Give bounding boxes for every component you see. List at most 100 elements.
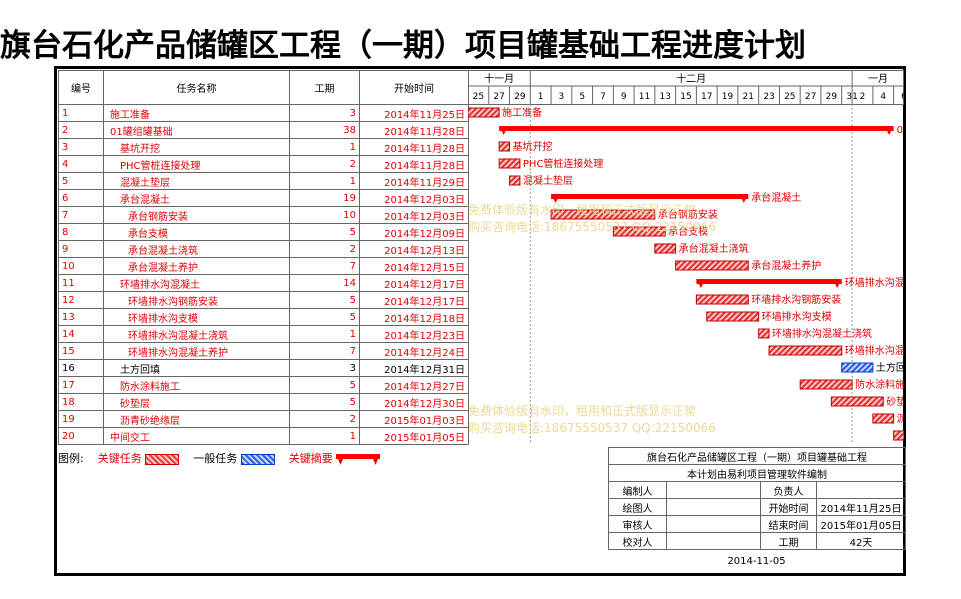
row-name: 环墙排水沟钢筋安装 xyxy=(103,291,290,309)
row-start: 2014年12月13日 xyxy=(359,240,469,258)
table-row[interactable]: 5 混凝土垫层 1 2014年11月29日 xyxy=(58,172,469,190)
watermark-2: 免费体验版有水印，租用和正式版显示正常 购买咨询电话:18675550537 Q… xyxy=(468,402,716,436)
row-id: 2 xyxy=(58,121,104,139)
task-table: 编号 任务名称 工期 开始时间 1 施工准备 3 2014年11月25日 2 01罐组罐基… xyxy=(58,70,469,445)
day-label: 7 xyxy=(600,92,606,102)
watermark-1-line1: 免费体验版有水印，租用和正式版显示正常 xyxy=(468,203,697,217)
day-label: 23 xyxy=(763,92,774,102)
task-bar-label: 基坑开挖 xyxy=(513,140,553,153)
critical-task-bar xyxy=(768,345,843,356)
critical-task-bar xyxy=(675,260,749,271)
critical-task-bar xyxy=(706,311,760,322)
row-duration: 3 xyxy=(289,104,360,122)
task-bar-label: 环墙排水沟钢筋安装 xyxy=(751,293,841,306)
table-row[interactable]: 14 环墙排水沟混凝土浇筑 1 2014年12月23日 xyxy=(58,325,469,343)
critical-task-bar xyxy=(498,158,521,169)
normal-task-bar xyxy=(841,362,874,373)
task-bar-label: 环墙排水沟混凝土养护 xyxy=(845,344,904,357)
info-checker-label: 校对人 xyxy=(608,532,667,550)
critical-task-bar xyxy=(468,107,500,118)
project-info-table: 旗台石化产品储罐区工程（一期）项目罐基础工程 本计划由易利项目管理软件编制 编制… xyxy=(608,447,906,550)
row-id: 8 xyxy=(58,223,104,241)
row-name: 基坑开挖 xyxy=(103,138,290,156)
summary-bar-start-cap xyxy=(696,279,706,288)
task-bar-label: 环墙排水沟混凝土浇筑 xyxy=(772,327,872,340)
info-software-note: 本计划由易利项目管理软件编制 xyxy=(608,464,906,482)
row-start: 2014年12月03日 xyxy=(359,189,469,207)
table-row[interactable]: 11 环墙排水沟混凝土 14 2014年12月17日 xyxy=(58,274,469,292)
table-row[interactable]: 3 基坑开挖 1 2014年11月28日 xyxy=(58,138,469,156)
row-name: 砂垫层 xyxy=(103,393,290,411)
row-name: 承台钢筋安装 xyxy=(103,206,290,224)
row-id: 6 xyxy=(58,189,104,207)
day-label: 9 xyxy=(621,92,627,102)
task-bar-label: 环墙排水沟支模 xyxy=(762,310,832,323)
table-row[interactable]: 7 承台钢筋安装 10 2014年12月03日 xyxy=(58,206,469,224)
row-start: 2014年12月24日 xyxy=(359,342,469,360)
info-compiler-label: 编制人 xyxy=(608,481,667,499)
row-duration: 1 xyxy=(289,427,360,445)
info-end-value: 2015年01月05日 xyxy=(816,515,906,533)
day-label: 27 xyxy=(805,92,816,102)
table-row[interactable]: 16 土方回填 3 2014年12月31日 xyxy=(58,359,469,377)
row-duration: 5 xyxy=(289,308,360,326)
table-row[interactable]: 19 沥青砂绝缘层 2 2015年01月03日 xyxy=(58,410,469,428)
info-reviewer-label: 审核人 xyxy=(608,515,667,533)
table-row[interactable]: 17 防水涂料施工 5 2014年12月27日 xyxy=(58,376,469,394)
table-row[interactable]: 1 施工准备 3 2014年11月25日 xyxy=(58,104,469,122)
row-start: 2014年12月27日 xyxy=(359,376,469,394)
task-bar-label: 01罐组罐基础 xyxy=(897,123,904,136)
col-header-start: 开始时间 xyxy=(359,70,469,105)
info-checker-value xyxy=(666,532,761,550)
day-label: 29 xyxy=(826,92,838,102)
critical-task-bar xyxy=(758,328,770,339)
table-row[interactable]: 4 PHC管桩连接处理 2 2014年11月28日 xyxy=(58,155,469,173)
table-row[interactable]: 12 环墙排水沟钢筋安装 5 2014年12月17日 xyxy=(58,291,469,309)
row-start: 2014年12月30日 xyxy=(359,393,469,411)
row-start: 2014年12月15日 xyxy=(359,257,469,275)
row-name: 环墙排水沟支模 xyxy=(103,308,290,326)
row-name: 承台混凝土养护 xyxy=(103,257,290,275)
day-label: 3 xyxy=(559,92,565,102)
task-bar-label: 承台混凝土 xyxy=(751,191,801,204)
col-header-name: 任务名称 xyxy=(103,70,290,105)
day-label: 25 xyxy=(784,92,795,102)
chart-frame xyxy=(54,66,906,576)
info-compiler-value xyxy=(666,481,761,499)
row-duration: 1 xyxy=(289,325,360,343)
critical-task-bar xyxy=(872,413,895,424)
day-label: 27 xyxy=(493,92,504,102)
day-label: 6 xyxy=(901,92,904,102)
table-row[interactable]: 13 环墙排水沟支模 5 2014年12月18日 xyxy=(58,308,469,326)
info-reviewer-value xyxy=(666,515,761,533)
table-row[interactable]: 9 承台混凝土浇筑 2 2014年12月13日 xyxy=(58,240,469,258)
row-start: 2014年11月29日 xyxy=(359,172,469,190)
table-row[interactable]: 15 环墙排水沟混凝土养护 7 2014年12月24日 xyxy=(58,342,469,360)
info-drawer-label: 绘图人 xyxy=(608,498,667,516)
summary-bar-end-cap xyxy=(739,194,749,203)
table-row[interactable]: 10 承台混凝土养护 7 2014年12月15日 xyxy=(58,257,469,275)
day-label: 29 xyxy=(514,92,526,102)
day-label: 19 xyxy=(722,92,734,102)
task-bar-label: 砂垫层 xyxy=(886,395,904,408)
critical-task-bar xyxy=(654,243,677,254)
row-duration: 10 xyxy=(289,206,360,224)
table-row[interactable]: 8 承台支模 5 2014年12月09日 xyxy=(58,223,469,241)
row-name: 防水涂料施工 xyxy=(103,376,290,394)
task-bar-label: 防水涂料施工 xyxy=(855,378,904,391)
row-name: 环墙排水沟混凝土 xyxy=(103,274,290,292)
row-duration: 2 xyxy=(289,240,360,258)
critical-task-bar xyxy=(550,209,656,220)
legend-critical-swatch xyxy=(145,453,180,465)
row-id: 4 xyxy=(58,155,104,173)
legend-summary-label: 关键摘要 xyxy=(288,452,333,465)
table-row[interactable]: 6 承台混凝土 19 2014年12月03日 xyxy=(58,189,469,207)
table-row[interactable]: 20 中间交工 1 2015年01月05日 xyxy=(58,427,469,445)
table-row[interactable]: 2 01罐组罐基础 38 2014年11月28日 xyxy=(58,121,469,139)
row-id: 16 xyxy=(58,359,104,377)
row-duration: 14 xyxy=(289,274,360,292)
row-start: 2014年11月28日 xyxy=(359,138,469,156)
table-row[interactable]: 18 砂垫层 5 2014年12月30日 xyxy=(58,393,469,411)
col-header-id: 编号 xyxy=(58,70,104,105)
row-start: 2014年12月17日 xyxy=(359,291,469,309)
